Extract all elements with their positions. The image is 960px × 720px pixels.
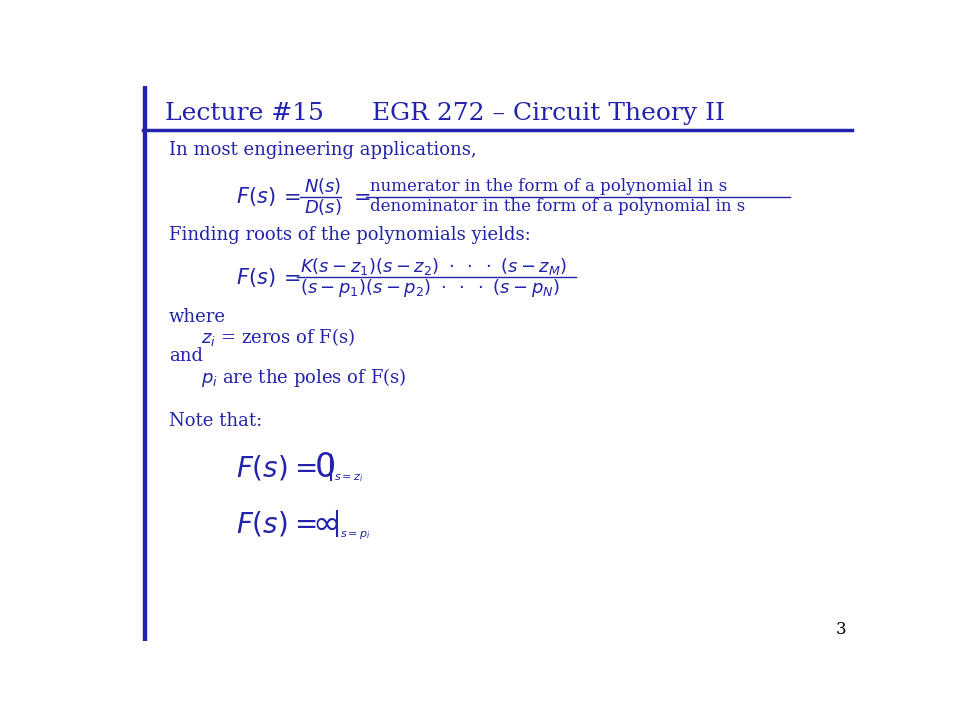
Text: numerator in the form of a polynomial in s: numerator in the form of a polynomial in…	[370, 178, 727, 195]
Text: $=$: $=$	[289, 510, 317, 537]
Text: $K(s - z_1)(s - z_2)\ \cdot\ \cdot\ \cdot\ (s - z_M)$: $K(s - z_1)(s - z_2)\ \cdot\ \cdot\ \cdo…	[300, 256, 567, 277]
Text: $=$: $=$	[289, 454, 317, 481]
Text: $(s - p_1)(s - p_2)\ \cdot\ \cdot\ \cdot\ (s - p_N)$: $(s - p_1)(s - p_2)\ \cdot\ \cdot\ \cdot…	[300, 277, 560, 299]
Text: $s=z_i$: $s=z_i$	[334, 472, 363, 485]
Text: $F(s)$: $F(s)$	[236, 509, 288, 539]
Text: and: and	[169, 347, 203, 365]
Text: $D(s)$: $D(s)$	[303, 197, 342, 217]
Text: Lecture #15      EGR 272 – Circuit Theory II: Lecture #15 EGR 272 – Circuit Theory II	[165, 102, 725, 125]
Text: In most engineering applications,: In most engineering applications,	[169, 140, 476, 158]
Text: denominator in the form of a polynomial in s: denominator in the form of a polynomial …	[370, 198, 745, 215]
Text: where: where	[169, 308, 226, 326]
Text: $s=p_i$: $s=p_i$	[340, 528, 371, 541]
Text: $=$: $=$	[278, 187, 300, 206]
Text: 3: 3	[835, 621, 846, 638]
Text: $=$: $=$	[348, 187, 370, 206]
Text: $F(s)$: $F(s)$	[236, 453, 288, 482]
Text: $\infty$: $\infty$	[312, 508, 339, 540]
Text: Note that:: Note that:	[169, 413, 262, 431]
Text: $F(s)$: $F(s)$	[236, 266, 276, 289]
Bar	[143, 86, 146, 641]
Text: $z_i$ = zeros of F(s): $z_i$ = zeros of F(s)	[202, 325, 355, 348]
Text: $0$: $0$	[314, 451, 335, 484]
Text: Finding roots of the polynomials yields:: Finding roots of the polynomials yields:	[169, 226, 531, 244]
Text: $p_i$ are the poles of F(s): $p_i$ are the poles of F(s)	[202, 366, 407, 389]
Text: $=$: $=$	[278, 268, 300, 287]
Text: $F(s)$: $F(s)$	[236, 185, 276, 208]
Text: $N(s)$: $N(s)$	[303, 176, 341, 197]
